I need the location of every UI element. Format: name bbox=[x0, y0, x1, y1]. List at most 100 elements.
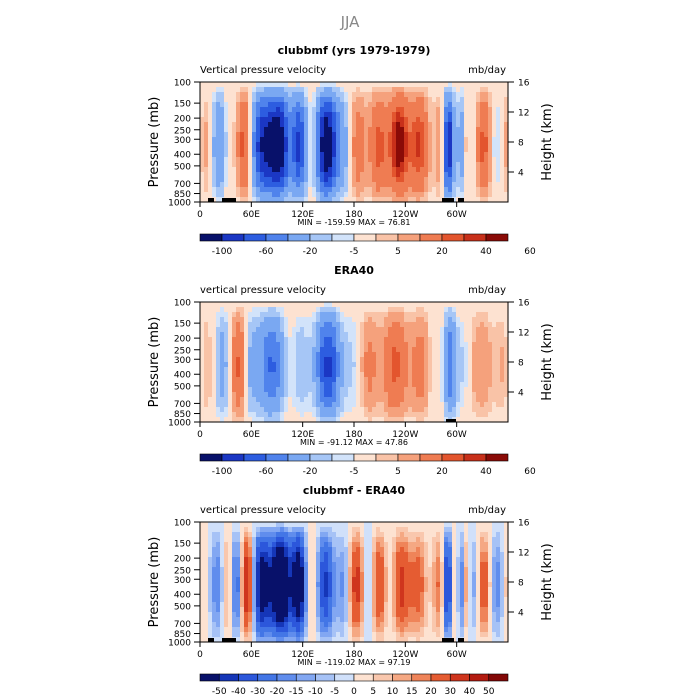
field-cell bbox=[260, 417, 265, 423]
field-cell bbox=[328, 612, 333, 618]
field-cell bbox=[376, 607, 381, 613]
field-cell bbox=[456, 312, 461, 318]
field-cell bbox=[252, 122, 257, 128]
field-cell bbox=[256, 97, 261, 103]
field-cell bbox=[440, 172, 445, 178]
field-cell bbox=[408, 382, 413, 388]
field-cell bbox=[408, 412, 413, 418]
field-cell bbox=[296, 612, 301, 618]
field-cell bbox=[296, 582, 301, 588]
field-cell bbox=[324, 627, 329, 633]
field-cell bbox=[312, 362, 317, 368]
field-cell bbox=[276, 562, 281, 568]
field-cell bbox=[480, 102, 485, 108]
field-cell bbox=[380, 82, 385, 88]
field-cell bbox=[472, 377, 477, 383]
field-cell bbox=[264, 147, 269, 153]
field-cell bbox=[400, 362, 405, 368]
field-cell bbox=[452, 367, 457, 373]
field-cell bbox=[324, 522, 329, 528]
field-cell bbox=[228, 87, 233, 93]
field-cell bbox=[460, 172, 465, 178]
field-cell bbox=[340, 102, 345, 108]
field-cell bbox=[328, 567, 333, 573]
field-cell bbox=[384, 127, 389, 133]
field-cell bbox=[320, 617, 325, 623]
field-cell bbox=[284, 582, 289, 588]
field-cell bbox=[224, 417, 229, 423]
field-cell bbox=[240, 92, 245, 98]
field-cell bbox=[360, 542, 365, 548]
field-cell bbox=[220, 317, 225, 323]
field-cell bbox=[296, 122, 301, 128]
field-cell bbox=[264, 532, 269, 538]
field-cell bbox=[336, 612, 341, 618]
field-cell bbox=[460, 362, 465, 368]
field-cell bbox=[208, 102, 213, 108]
field-cell bbox=[284, 367, 289, 373]
field-cell bbox=[444, 357, 449, 363]
field-cell bbox=[256, 622, 261, 628]
field-cell bbox=[420, 347, 425, 353]
field-cell bbox=[464, 82, 469, 88]
field-cell bbox=[400, 127, 405, 133]
field-cell bbox=[236, 352, 241, 358]
field-cell bbox=[272, 552, 277, 558]
field-cell bbox=[288, 372, 293, 378]
field-cell bbox=[252, 567, 257, 573]
field-cell bbox=[332, 157, 337, 163]
field-cell bbox=[388, 152, 393, 158]
field-cell bbox=[356, 332, 361, 338]
field-cell bbox=[220, 527, 225, 533]
field-cell bbox=[232, 592, 237, 598]
x-tick-label: 60W bbox=[446, 430, 466, 440]
field-cell bbox=[332, 567, 337, 573]
field-cell bbox=[416, 407, 421, 413]
field-cell bbox=[344, 317, 349, 323]
field-cell bbox=[308, 617, 313, 623]
field-cell bbox=[496, 312, 501, 318]
field-cell bbox=[396, 157, 401, 163]
field-cell bbox=[468, 387, 473, 393]
field-cell bbox=[316, 197, 321, 203]
field-cell bbox=[308, 522, 313, 528]
field-cell bbox=[224, 532, 229, 538]
field-cell bbox=[376, 147, 381, 153]
field-cell bbox=[356, 637, 361, 643]
field-cell bbox=[308, 572, 313, 578]
field-cell bbox=[304, 147, 309, 153]
field-cell bbox=[284, 312, 289, 318]
field-cell bbox=[444, 107, 449, 113]
field-cell bbox=[264, 607, 269, 613]
field-cell bbox=[216, 352, 221, 358]
field-cell bbox=[316, 612, 321, 618]
field-cell bbox=[296, 567, 301, 573]
field-cell bbox=[480, 97, 485, 103]
field-cell bbox=[356, 542, 361, 548]
field-cell bbox=[320, 597, 325, 603]
field-cell bbox=[312, 87, 317, 93]
field-cell bbox=[364, 407, 369, 413]
field-cell bbox=[492, 377, 497, 383]
field-cell bbox=[292, 147, 297, 153]
field-cell bbox=[396, 332, 401, 338]
field-cell bbox=[420, 162, 425, 168]
field-cell bbox=[328, 182, 333, 188]
field-cell bbox=[280, 542, 285, 548]
field-cell bbox=[356, 537, 361, 543]
field-cell bbox=[300, 557, 305, 563]
field-cell bbox=[380, 352, 385, 358]
field-cell bbox=[424, 97, 429, 103]
field-cell bbox=[460, 92, 465, 98]
field-cell bbox=[440, 392, 445, 398]
field-cell bbox=[316, 592, 321, 598]
field-cell bbox=[484, 342, 489, 348]
field-cell bbox=[472, 312, 477, 318]
field-cell bbox=[240, 302, 245, 308]
field-cell bbox=[392, 402, 397, 408]
colorbar-box bbox=[309, 233, 333, 242]
field-cell bbox=[480, 162, 485, 168]
field-cell bbox=[384, 557, 389, 563]
field-cell bbox=[244, 312, 249, 318]
field-cell bbox=[496, 322, 501, 328]
